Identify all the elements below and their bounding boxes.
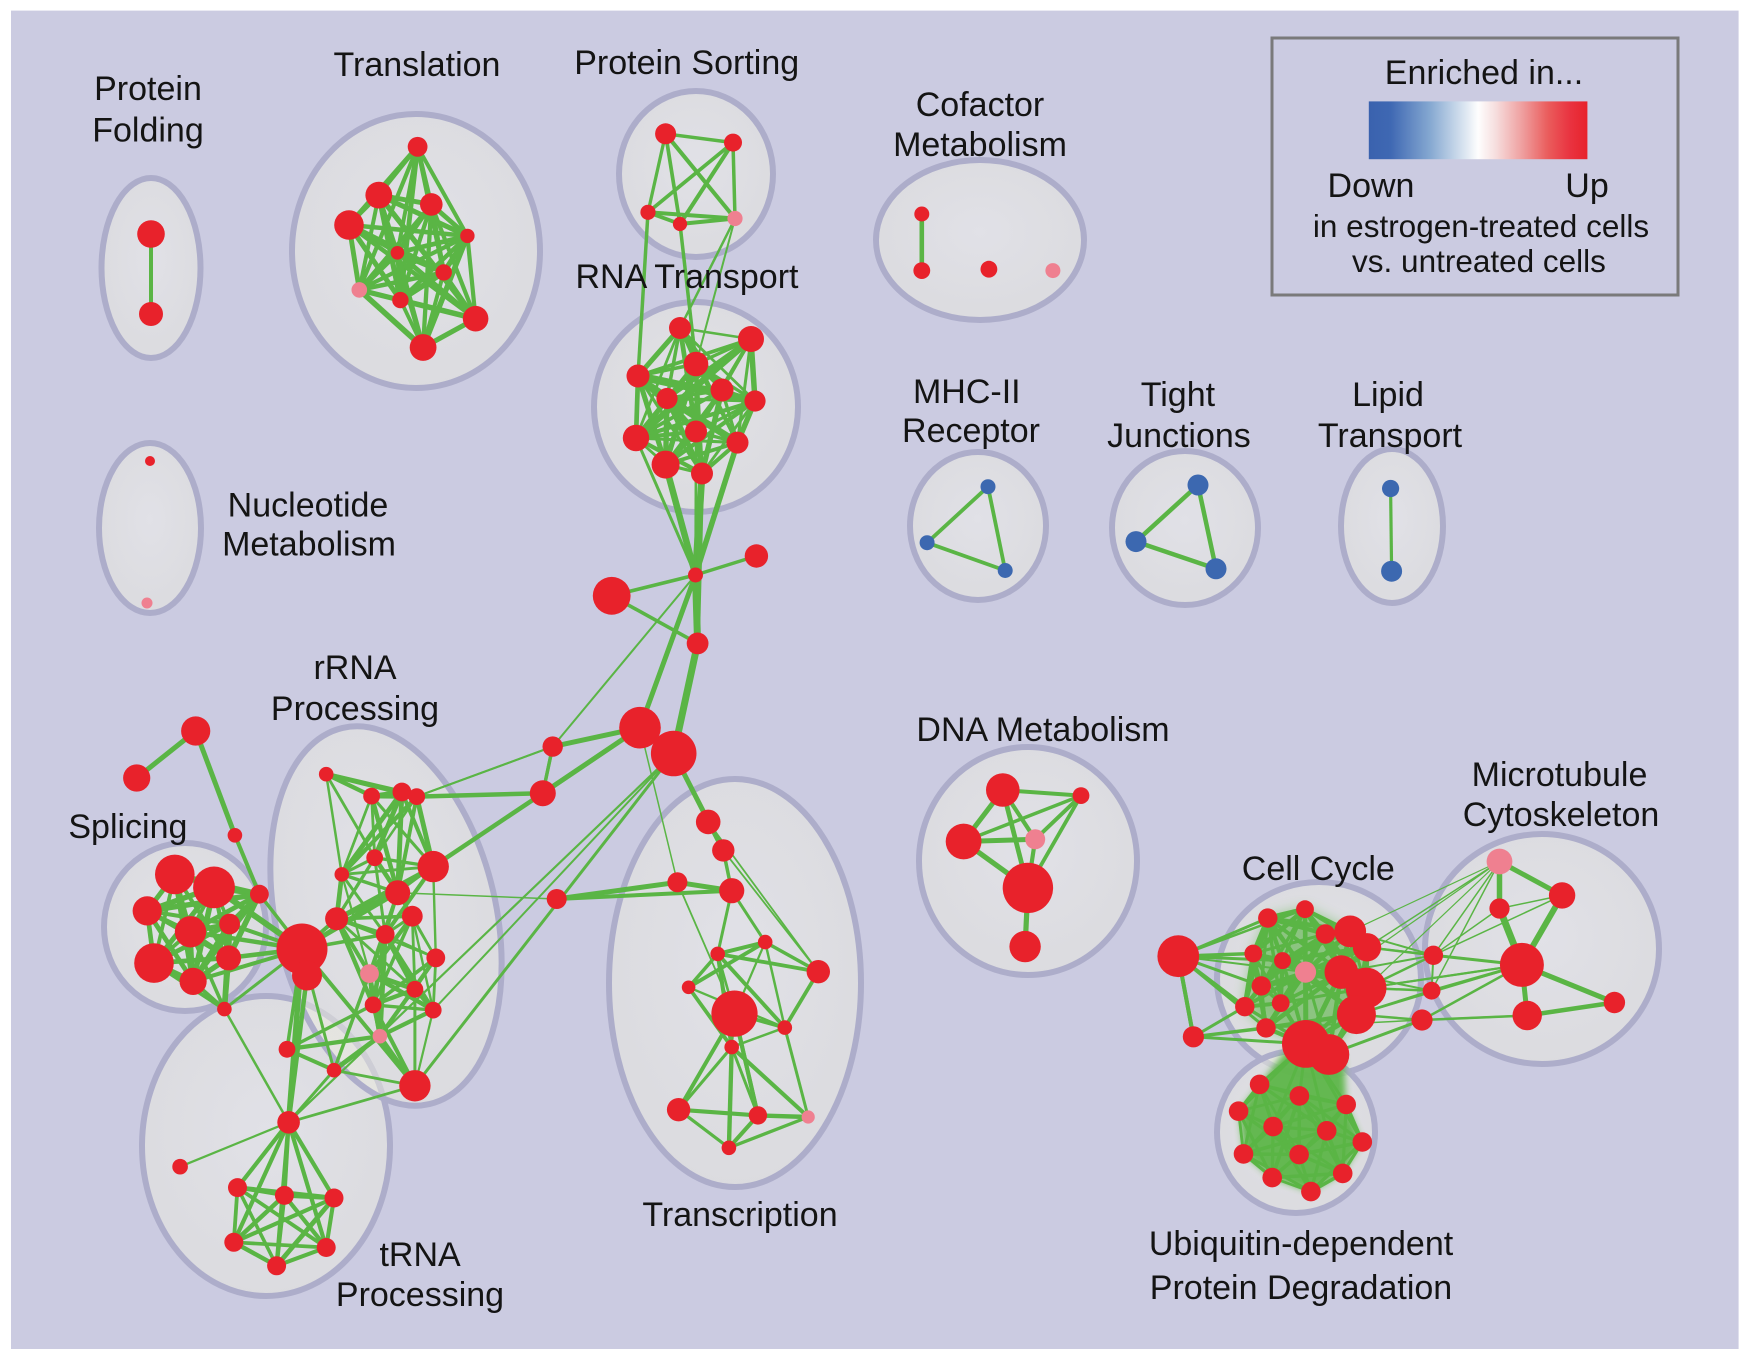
svg-text:Cofactor: Cofactor xyxy=(916,86,1045,124)
svg-text:Lipid: Lipid xyxy=(1352,376,1424,414)
svg-text:MHC-II: MHC-II xyxy=(913,373,1021,411)
svg-text:Enriched in...: Enriched in... xyxy=(1385,54,1583,92)
svg-text:Receptor: Receptor xyxy=(902,412,1040,450)
svg-text:Up: Up xyxy=(1565,167,1608,205)
svg-text:Transport: Transport xyxy=(1318,417,1463,455)
svg-text:Protein Degradation: Protein Degradation xyxy=(1150,1269,1452,1307)
svg-text:Processing: Processing xyxy=(336,1276,504,1314)
svg-text:Protein Sorting: Protein Sorting xyxy=(574,44,799,82)
svg-text:Ubiquitin-dependent: Ubiquitin-dependent xyxy=(1149,1225,1454,1263)
svg-text:Processing: Processing xyxy=(271,690,439,728)
svg-text:RNA Transport: RNA Transport xyxy=(576,258,800,296)
svg-text:Microtubule: Microtubule xyxy=(1472,756,1648,794)
svg-text:Protein: Protein xyxy=(94,70,202,108)
svg-text:Junctions: Junctions xyxy=(1107,417,1251,455)
svg-text:Folding: Folding xyxy=(92,112,204,150)
svg-text:Down: Down xyxy=(1328,167,1415,205)
svg-text:Metabolism: Metabolism xyxy=(222,525,396,563)
svg-text:in estrogen-treated cells: in estrogen-treated cells xyxy=(1313,208,1649,244)
svg-text:Splicing: Splicing xyxy=(68,808,187,846)
svg-text:Nucleotide: Nucleotide xyxy=(228,487,389,525)
svg-text:Cytoskeleton: Cytoskeleton xyxy=(1463,796,1660,834)
svg-text:tRNA: tRNA xyxy=(379,1236,461,1274)
svg-text:Translation: Translation xyxy=(334,46,501,84)
svg-text:Cell Cycle: Cell Cycle xyxy=(1242,850,1395,888)
svg-text:DNA Metabolism: DNA Metabolism xyxy=(916,711,1169,749)
svg-text:rRNA: rRNA xyxy=(313,649,396,687)
svg-text:Metabolism: Metabolism xyxy=(893,126,1067,164)
svg-text:Transcription: Transcription xyxy=(642,1196,837,1234)
svg-text:vs. untreated cells: vs. untreated cells xyxy=(1352,243,1606,279)
svg-text:Tight: Tight xyxy=(1141,376,1216,414)
